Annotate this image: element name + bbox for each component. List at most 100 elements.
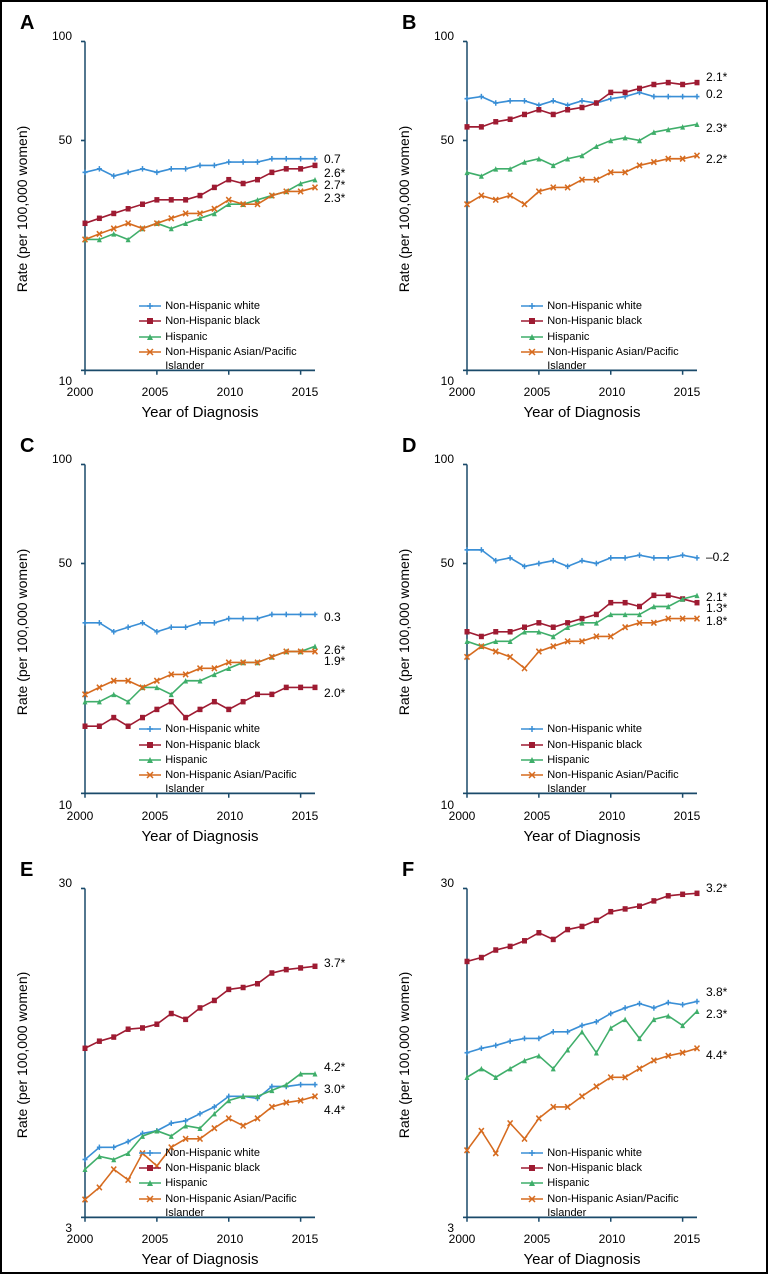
series-marker-nhb <box>479 634 484 639</box>
series-marker-nhb <box>111 1034 116 1039</box>
series-marker-nhw <box>126 170 131 175</box>
legend-label: Hispanic <box>547 330 589 344</box>
legend-item-api: Non-Hispanic Asian/Pacific Islander <box>521 345 697 374</box>
end-annotation: 4.4* <box>706 1048 727 1062</box>
x-axis-label: Year of Diagnosis <box>141 404 258 421</box>
series-marker-nhb <box>522 112 527 117</box>
legend-swatch <box>139 316 161 326</box>
series-marker-nhb <box>183 1016 188 1021</box>
series-marker-nhw <box>522 98 527 103</box>
series-marker-nhb <box>680 891 685 896</box>
legend-label: Non-Hispanic white <box>547 1146 642 1160</box>
series-marker-nhw <box>198 620 203 625</box>
series-marker-api <box>522 201 527 206</box>
series-marker-nhb <box>551 936 556 941</box>
panel-letter: F <box>402 859 414 882</box>
x-tick-label: 2010 <box>217 809 244 823</box>
legend: Non-Hispanic whiteNon-Hispanic black Hisp… <box>139 299 315 374</box>
legend-swatch <box>521 1178 543 1188</box>
series-marker-nhb <box>140 1025 145 1030</box>
series-marker-nhb <box>493 947 498 952</box>
x-tick-label: 2010 <box>599 809 626 823</box>
series-marker-nhw <box>680 553 685 558</box>
series-marker-nhb <box>637 903 642 908</box>
series-marker-nhb <box>284 166 289 171</box>
legend-item-nhb: Non-Hispanic black <box>139 314 315 328</box>
series-marker-nhw <box>284 612 289 617</box>
series-marker-nhb <box>666 893 671 898</box>
y-tick-label: 50 <box>59 133 72 147</box>
series-marker-nhw <box>666 94 671 99</box>
series-marker-nhw <box>284 156 289 161</box>
legend-swatch <box>139 724 161 734</box>
end-annotation: 4.2* <box>324 1060 345 1074</box>
legend-item-hisp: Hispanic <box>139 330 315 344</box>
series-marker-nhb <box>126 206 131 211</box>
series-marker-nhb <box>580 105 585 110</box>
series-marker-nhb <box>508 943 513 948</box>
end-annotation: 3.7* <box>324 956 345 970</box>
series-marker-nhb <box>269 970 274 975</box>
series-marker-nhw <box>623 555 628 560</box>
legend-label: Non-Hispanic black <box>547 314 642 328</box>
x-tick-label: 2015 <box>292 385 319 399</box>
series-marker-nhw <box>594 561 599 566</box>
series-marker-nhw <box>154 170 159 175</box>
end-annotation: 3.0* <box>324 1082 345 1096</box>
legend-item-hisp: Hispanic <box>139 1176 315 1190</box>
end-annotation: 0.2 <box>706 87 723 101</box>
legend-item-nhb: Non-Hispanic black <box>139 1161 315 1175</box>
legend-item-api: Non-Hispanic Asian/Pacific Islander <box>139 1192 315 1221</box>
series-marker-nhb <box>536 107 541 112</box>
legend-item-nhw: Non-Hispanic white <box>139 722 315 736</box>
series-marker-nhw <box>551 1029 556 1034</box>
x-tick-label: 2000 <box>449 385 476 399</box>
series-marker-nhb <box>298 685 303 690</box>
series-marker-nhb <box>479 124 484 129</box>
x-tick-label: 2010 <box>217 1232 244 1246</box>
series-marker-nhb <box>594 612 599 617</box>
series-marker-nhw <box>212 163 217 168</box>
series-marker-nhw <box>623 1005 628 1010</box>
series-marker-nhb <box>651 898 656 903</box>
y-tick-label: 50 <box>59 556 72 570</box>
series-marker-nhw <box>508 1038 513 1043</box>
series-marker-nhw <box>298 156 303 161</box>
series-marker-nhb <box>198 707 203 712</box>
panel-grid: A105010020002005201020150.72.6*2.7*2.3*R… <box>2 2 766 1272</box>
legend-swatch <box>521 1194 543 1204</box>
panel-E: E33020002005201020153.7*4.2*3.0*4.4*Rate… <box>2 849 384 1272</box>
series-line-api <box>467 619 697 669</box>
y-axis-label: Rate (per 100,000 women) <box>396 125 412 292</box>
x-tick-label: 2015 <box>292 1232 319 1246</box>
end-annotation: 4.4* <box>324 1103 345 1117</box>
legend-label: Non-Hispanic Asian/Pacific Islander <box>165 768 315 797</box>
legend: Non-Hispanic whiteNon-Hispanic black Hisp… <box>521 299 697 374</box>
series-marker-nhb <box>623 600 628 605</box>
series-marker-nhb <box>284 967 289 972</box>
legend-label: Non-Hispanic white <box>547 299 642 313</box>
legend-swatch <box>139 770 161 780</box>
chart-area: 33020002005201020153.2*3.8*2.3*4.4*Rate … <box>462 883 702 1228</box>
legend-swatch <box>521 755 543 765</box>
series-marker-nhb <box>493 119 498 124</box>
series-marker-api <box>111 1166 116 1171</box>
series-marker-nhb <box>551 112 556 117</box>
legend-swatch <box>139 1163 161 1173</box>
series-marker-nhw <box>522 1035 527 1040</box>
x-tick-label: 2015 <box>674 385 701 399</box>
end-annotation: 2.2* <box>706 152 727 166</box>
series-marker-nhb <box>465 124 470 129</box>
y-axis-label: Rate (per 100,000 women) <box>396 549 412 716</box>
legend-label: Hispanic <box>547 1176 589 1190</box>
panel-letter: D <box>402 435 416 458</box>
series-marker-nhw <box>695 94 700 99</box>
series-marker-nhw <box>169 1120 174 1125</box>
series-marker-nhw <box>111 173 116 178</box>
series-marker-nhb <box>154 707 159 712</box>
series-marker-nhb <box>551 625 556 630</box>
legend-label: Non-Hispanic black <box>165 314 260 328</box>
series-marker-nhb <box>226 707 231 712</box>
legend-label: Non-Hispanic white <box>165 299 260 313</box>
legend-item-nhw: Non-Hispanic white <box>139 1146 315 1160</box>
